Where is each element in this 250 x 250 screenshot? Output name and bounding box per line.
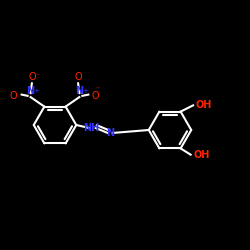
Text: ⁻: ⁻	[35, 71, 39, 80]
Text: N: N	[106, 128, 114, 138]
Text: +: +	[33, 88, 39, 94]
Text: OH: OH	[193, 150, 210, 160]
Text: N: N	[75, 86, 84, 96]
Text: O: O	[92, 91, 100, 101]
Text: OH: OH	[196, 100, 212, 110]
Text: +: +	[82, 88, 88, 94]
Text: O: O	[10, 91, 18, 101]
Text: O: O	[74, 72, 82, 82]
Text: NH: NH	[84, 123, 100, 133]
Text: O: O	[28, 72, 36, 82]
Text: ⁻: ⁻	[96, 84, 100, 93]
Text: N: N	[26, 86, 35, 96]
